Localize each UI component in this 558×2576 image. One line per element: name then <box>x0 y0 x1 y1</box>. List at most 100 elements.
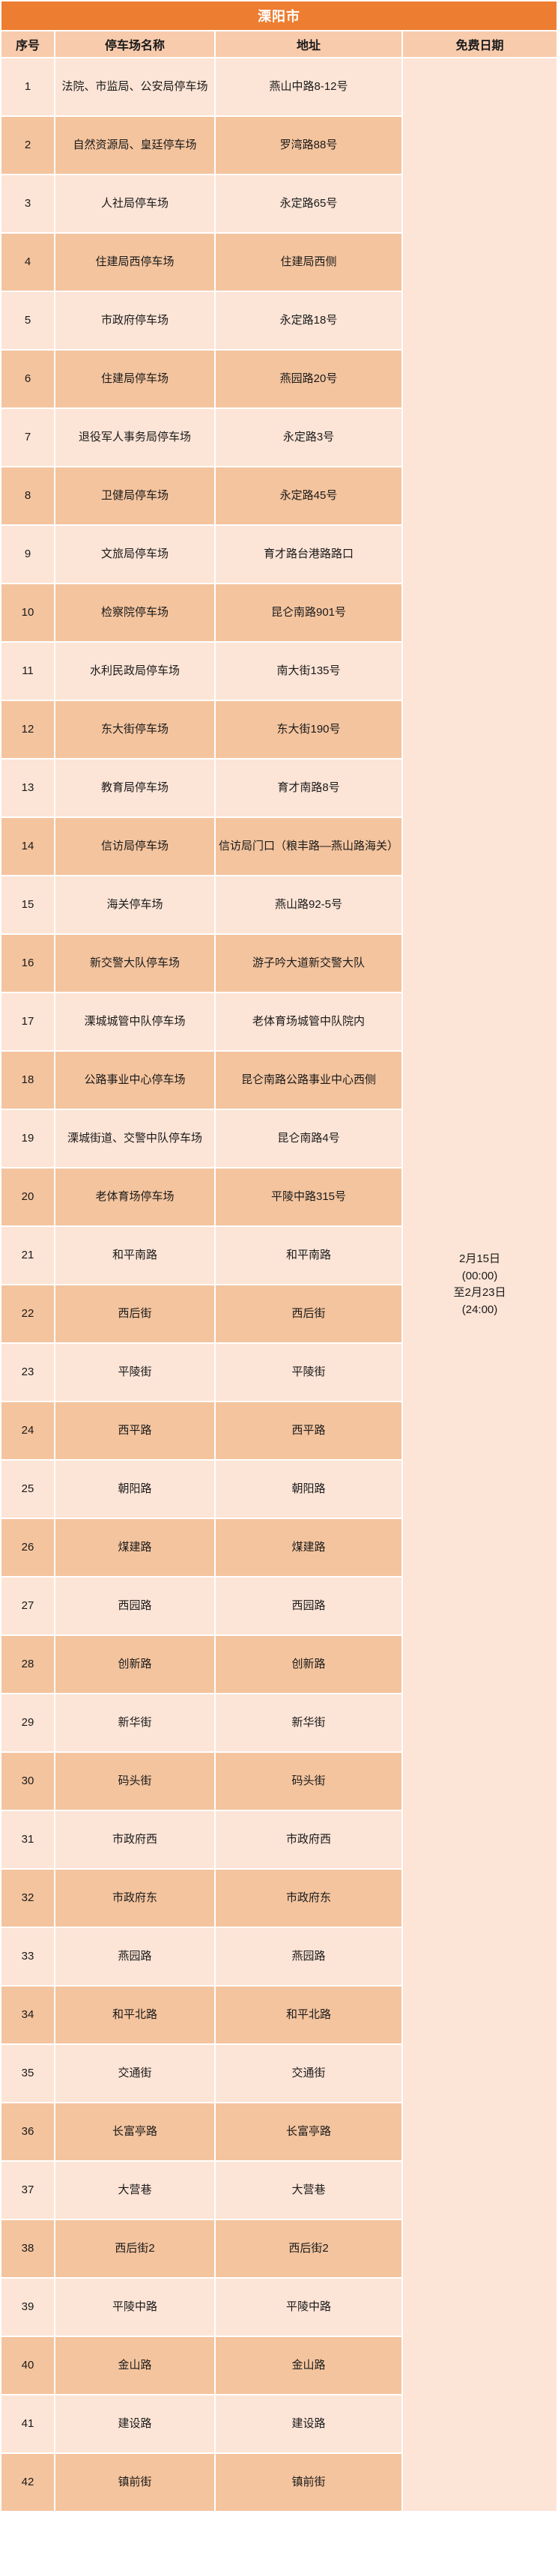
cell-address: 老体育场城管中队院内 <box>216 993 401 1050</box>
cell-parking-name: 溧城城管中队停车场 <box>55 993 214 1050</box>
cell-row-number: 25 <box>1 1461 54 1518</box>
cell-parking-name: 市政府西 <box>55 1811 214 1868</box>
cell-parking-name: 市政府东 <box>55 1870 214 1927</box>
cell-address: 永定路65号 <box>216 175 401 232</box>
cell-address: 永定路45号 <box>216 467 401 524</box>
cell-parking-name: 平陵街 <box>55 1344 214 1401</box>
cell-row-number: 16 <box>1 935 54 992</box>
table-row: 31 市政府西 市政府西 <box>1 1811 557 1868</box>
column-header-row: 序号 停车场名称 地址 免费日期 <box>1 31 557 57</box>
cell-row-number: 27 <box>1 1578 54 1634</box>
cell-address: 南大街135号 <box>216 643 401 700</box>
table-row: 14 信访局停车场 信访局门口（粮丰路—燕山路海关） <box>1 818 557 875</box>
table-row: 2 自然资源局、皇廷停车场 罗湾路88号 <box>1 117 557 174</box>
column-header-address: 地址 <box>216 31 401 57</box>
cell-address: 市政府东 <box>216 1870 401 1927</box>
cell-address: 昆仑南路4号 <box>216 1110 401 1167</box>
table-row: 33 燕园路 燕园路 <box>1 1928 557 1985</box>
cell-parking-name: 市政府停车场 <box>55 292 214 349</box>
cell-row-number: 32 <box>1 1870 54 1927</box>
cell-row-number: 36 <box>1 2103 54 2160</box>
table-row: 34 和平北路 和平北路 <box>1 1986 557 2043</box>
cell-row-number: 1 <box>1 58 54 115</box>
cell-address: 建设路 <box>216 2395 401 2452</box>
cell-row-number: 35 <box>1 2045 54 2102</box>
table-row: 23 平陵街 平陵街 <box>1 1344 557 1401</box>
cell-row-number: 9 <box>1 526 54 583</box>
table-row: 11 水利民政局停车场 南大街135号 <box>1 643 557 700</box>
cell-row-number: 24 <box>1 1402 54 1459</box>
cell-row-number: 6 <box>1 351 54 407</box>
cell-row-number: 20 <box>1 1169 54 1225</box>
cell-parking-name: 住建局西停车场 <box>55 234 214 291</box>
cell-parking-name: 金山路 <box>55 2337 214 2394</box>
cell-address: 平陵中路315号 <box>216 1169 401 1225</box>
cell-row-number: 10 <box>1 584 54 641</box>
cell-row-number: 31 <box>1 1811 54 1868</box>
table-row: 32 市政府东 市政府东 <box>1 1870 557 1927</box>
table-row: 13 教育局停车场 育才南路8号 <box>1 760 557 816</box>
cell-free-date: 2月15日 (00:00) 至2月23日 (24:00) <box>403 58 557 2511</box>
table-row: 36 长富亭路 长富亭路 <box>1 2103 557 2160</box>
cell-parking-name: 镇前街 <box>55 2454 214 2511</box>
table-row: 6 住建局停车场 燕园路20号 <box>1 351 557 407</box>
table-row: 16 新交警大队停车场 游子吟大道新交警大队 <box>1 935 557 992</box>
cell-parking-name: 自然资源局、皇廷停车场 <box>55 117 214 174</box>
cell-address: 游子吟大道新交警大队 <box>216 935 401 992</box>
cell-row-number: 40 <box>1 2337 54 2394</box>
cell-row-number: 2 <box>1 117 54 174</box>
cell-parking-name: 长富亭路 <box>55 2103 214 2160</box>
cell-parking-name: 大营巷 <box>55 2162 214 2219</box>
cell-address: 永定路3号 <box>216 409 401 466</box>
cell-address: 和平北路 <box>216 1986 401 2043</box>
cell-row-number: 37 <box>1 2162 54 2219</box>
parking-fee-table-page: 溧阳市 序号 停车场名称 地址 免费日期 1 法院、市监局、公安局停车场 燕山中路8… <box>0 0 558 2512</box>
cell-parking-name: 新华街 <box>55 1694 214 1751</box>
table-row: 26 煤建路 煤建路 <box>1 1519 557 1576</box>
cell-row-number: 8 <box>1 467 54 524</box>
cell-row-number: 23 <box>1 1344 54 1401</box>
cell-parking-name: 新交警大队停车场 <box>55 935 214 992</box>
cell-row-number: 17 <box>1 993 54 1050</box>
cell-row-number: 28 <box>1 1636 54 1693</box>
cell-parking-name: 煤建路 <box>55 1519 214 1576</box>
cell-address: 西后街2 <box>216 2220 401 2277</box>
cell-address: 住建局西侧 <box>216 234 401 291</box>
cell-parking-name: 西后街2 <box>55 2220 214 2277</box>
cell-parking-name: 检察院停车场 <box>55 584 214 641</box>
cell-parking-name: 和平南路 <box>55 1227 214 1284</box>
table-row: 41 建设路 建设路 <box>1 2395 557 2452</box>
cell-address: 朝阳路 <box>216 1461 401 1518</box>
table-row: 5 市政府停车场 永定路18号 <box>1 292 557 349</box>
cell-parking-name: 退役军人事务局停车场 <box>55 409 214 466</box>
cell-address: 昆仑南路901号 <box>216 584 401 641</box>
cell-address: 东大街190号 <box>216 701 401 758</box>
cell-address: 育才南路8号 <box>216 760 401 816</box>
cell-address: 燕园路 <box>216 1928 401 1985</box>
table-row: 20 老体育场停车场 平陵中路315号 <box>1 1169 557 1225</box>
cell-parking-name: 交通街 <box>55 2045 214 2102</box>
cell-address: 燕山中路8-12号 <box>216 58 401 115</box>
cell-address: 大营巷 <box>216 2162 401 2219</box>
table-row: 22 西后街 西后街 <box>1 1285 557 1342</box>
cell-row-number: 4 <box>1 234 54 291</box>
cell-row-number: 22 <box>1 1285 54 1342</box>
cell-row-number: 3 <box>1 175 54 232</box>
cell-address: 平陵中路 <box>216 2279 401 2336</box>
cell-address: 昆仑南路公路事业中心西侧 <box>216 1052 401 1109</box>
table-row: 1 法院、市监局、公安局停车场 燕山中路8-12号 2月15日 (00:00) 至2月… <box>1 58 557 2511</box>
cell-parking-name: 文旅局停车场 <box>55 526 214 583</box>
table-row: 8 卫健局停车场 永定路45号 <box>1 467 557 524</box>
cell-address: 码头街 <box>216 1753 401 1810</box>
table-row: 38 西后街2 西后街2 <box>1 2220 557 2277</box>
table-row: 30 码头街 码头街 <box>1 1753 557 1810</box>
cell-address: 新华街 <box>216 1694 401 1751</box>
cell-parking-name: 老体育场停车场 <box>55 1169 214 1225</box>
cell-row-number: 33 <box>1 1928 54 1985</box>
cell-parking-name: 信访局停车场 <box>55 818 214 875</box>
column-header-name: 停车场名称 <box>55 31 214 57</box>
cell-parking-name: 溧城街道、交警中队停车场 <box>55 1110 214 1167</box>
parking-table: 溧阳市 序号 停车场名称 地址 免费日期 1 法院、市监局、公安局停车场 燕山中路8… <box>0 0 558 2512</box>
table-row: 28 创新路 创新路 <box>1 1636 557 1693</box>
cell-address: 燕山路92-5号 <box>216 876 401 933</box>
